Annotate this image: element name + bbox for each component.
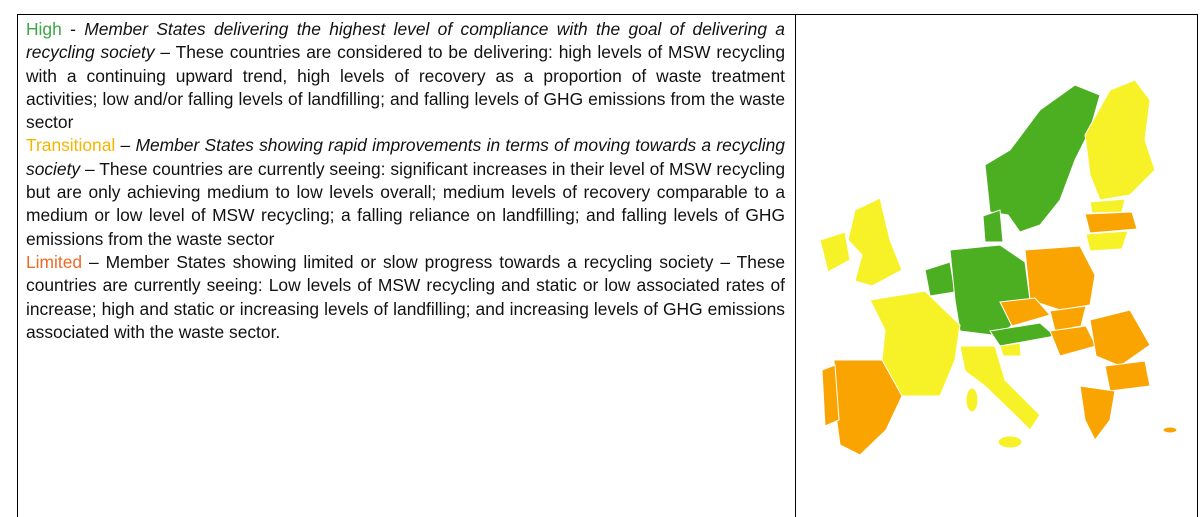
france — [869, 290, 961, 397]
latvia — [1084, 211, 1138, 234]
lithuania — [1085, 230, 1129, 252]
sicily — [997, 435, 1023, 449]
slovakia — [1049, 305, 1087, 332]
paragraph: Limited – Member States showing limited … — [26, 251, 785, 344]
label: Transitional — [26, 135, 116, 156]
ireland — [819, 231, 851, 273]
cyprus — [1162, 426, 1178, 434]
portugal — [821, 364, 840, 427]
description: – These countries are considered to be d… — [26, 42, 786, 133]
summary: Member States showing rapid improvements… — [26, 135, 785, 179]
italy — [959, 345, 1041, 431]
romania — [1089, 309, 1151, 367]
paragraph: High - Member States delivering the high… — [26, 18, 785, 134]
paragraph: Transitional – Member States showing rap… — [26, 134, 785, 250]
sardinia — [965, 387, 979, 413]
description: – These countries are currently seeing: … — [26, 158, 785, 249]
denmark — [982, 209, 1004, 243]
table: High - Member States delivering the high… — [17, 14, 1198, 517]
estonia — [1089, 198, 1126, 214]
uk — [847, 197, 903, 287]
summary: Member States delivering the highest lev… — [26, 19, 785, 63]
slovenia — [999, 342, 1022, 357]
sweden — [984, 84, 1101, 233]
description: – Member States showing limited or slow … — [26, 251, 785, 342]
separator: – — [115, 135, 136, 156]
separator: - — [61, 19, 85, 39]
bulgaria — [1104, 360, 1151, 392]
benelux — [924, 261, 956, 297]
czechia — [999, 297, 1051, 327]
hungary — [1049, 325, 1097, 357]
label: Limited — [26, 251, 83, 272]
text-cell: High - Member States delivering the high… — [18, 15, 796, 517]
greece — [1079, 385, 1116, 441]
label: High — [26, 19, 62, 39]
finland — [1084, 79, 1156, 201]
